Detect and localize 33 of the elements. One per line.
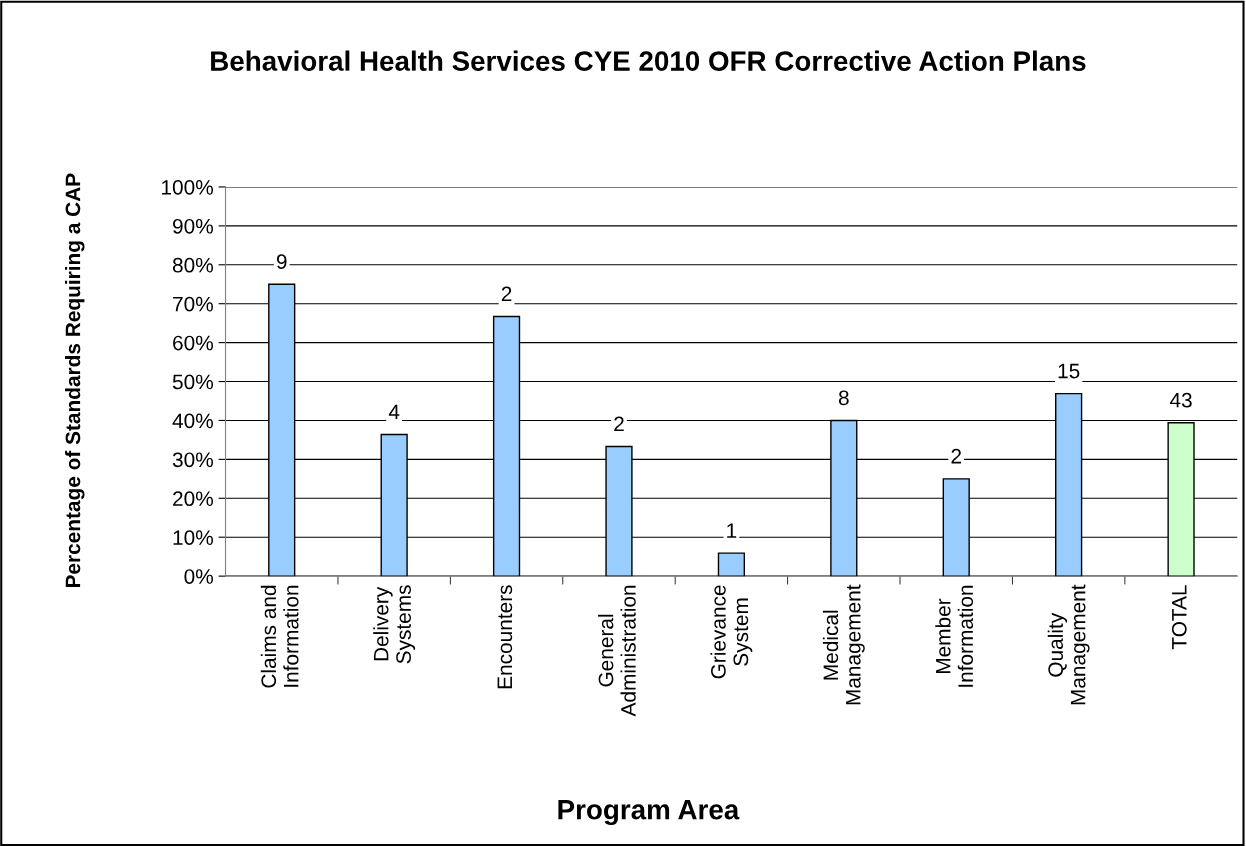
y-tick-label: 30% xyxy=(172,452,213,468)
annotation: 15 xyxy=(1058,363,1080,379)
bar xyxy=(717,552,746,577)
x-tick-label: Member Information xyxy=(935,585,974,687)
y-tick-label: 90% xyxy=(173,218,213,234)
y-tick-label: 60% xyxy=(173,335,213,351)
y-tick-label: 70% xyxy=(173,296,213,312)
x-tick-label: Grievance System xyxy=(710,585,753,679)
y-tick-label: 10% xyxy=(173,530,213,545)
annotation: 4 xyxy=(388,404,400,420)
y-tick-label: 0% xyxy=(184,569,213,584)
annotation: 2 xyxy=(501,286,512,302)
x-tick-label: Claims and Information xyxy=(260,585,299,688)
x-tick-label: General Administration xyxy=(598,585,636,717)
x-tick-label: Quality Management xyxy=(1047,584,1090,705)
y-tick-label: 50% xyxy=(172,374,213,390)
annotation: 43 xyxy=(1169,392,1192,408)
annotation: 2 xyxy=(951,448,961,464)
y-axis-title: Percentage of Standards Requiring a CAP xyxy=(65,173,85,588)
x-tick-label: TOTAL xyxy=(1171,585,1187,650)
x-tick-label: Delivery Systems xyxy=(373,585,416,664)
y-tick-label: 80% xyxy=(172,257,213,273)
annotation: 8 xyxy=(838,390,849,406)
x-axis-title: Program Area xyxy=(558,800,740,826)
y-tick-label: 100% xyxy=(162,179,213,195)
annotation: 1 xyxy=(727,523,737,538)
chart-title: Behavioral Health Services CYE 2010 OFR Corrective Action Plans xyxy=(211,50,1086,71)
x-tick-label: Medical Management xyxy=(822,584,865,705)
annotation: 2 xyxy=(614,416,624,432)
y-tick-label: 40% xyxy=(172,413,213,429)
annotation: 9 xyxy=(276,254,287,270)
x-tick-label: Encounters xyxy=(497,585,513,689)
y-tick-label: 20% xyxy=(173,491,213,507)
